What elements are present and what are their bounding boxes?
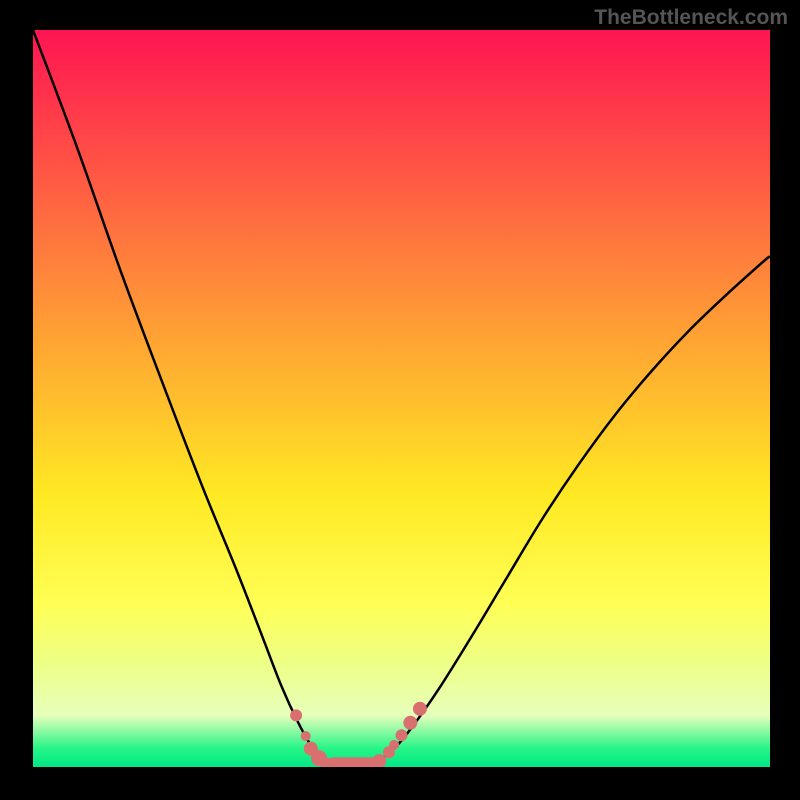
marker-dot bbox=[396, 729, 408, 741]
bottleneck-curve bbox=[33, 30, 770, 766]
plot-outer-frame bbox=[33, 30, 770, 767]
marker-dot bbox=[290, 709, 302, 721]
marker-dot bbox=[301, 731, 311, 741]
trough-bar bbox=[328, 757, 381, 767]
marker-dot bbox=[403, 716, 417, 730]
marker-dot bbox=[389, 740, 399, 750]
marker-group bbox=[290, 702, 427, 767]
marker-dot bbox=[413, 702, 427, 716]
watermark-text: TheBottleneck.com bbox=[594, 6, 788, 30]
plot-area bbox=[33, 30, 770, 767]
chart-svg bbox=[33, 30, 770, 767]
